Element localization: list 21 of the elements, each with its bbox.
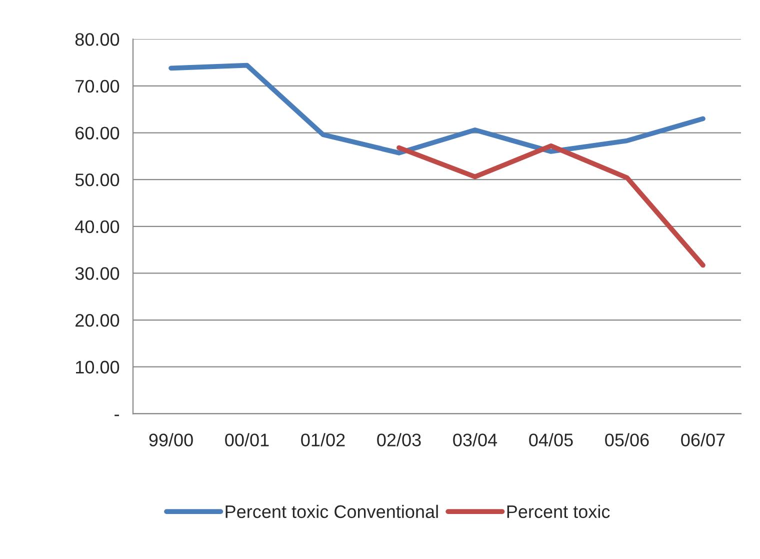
y-tick-label: 60.00: [76, 126, 120, 140]
x-tick-label: 99/00: [149, 433, 193, 446]
y-tick-label: 10.00: [76, 360, 120, 374]
legend-label: Percent toxic: [507, 504, 610, 518]
y-tick-label: 40.00: [75, 220, 120, 234]
y-tick-label: 80.00: [75, 33, 120, 46]
x-tick-label: 06/07: [681, 433, 725, 446]
y-tick-label: 50.00: [75, 174, 120, 186]
y-tick-label: 30.00: [75, 267, 120, 280]
legend-label: Percent toxic Conventional: [226, 504, 438, 518]
x-tick-label: 03/04: [453, 433, 498, 446]
x-tick-label: 02/03: [377, 433, 421, 446]
x-tick-label: 05/06: [605, 433, 649, 446]
y-tick-label: 20.00: [76, 314, 120, 327]
x-tick-label: 00/01: [225, 433, 269, 446]
line-series: [396, 143, 706, 268]
line-series: [168, 62, 706, 156]
x-tick-label: 01/02: [301, 433, 345, 446]
y-tick-label: 70.00: [76, 80, 120, 93]
y-tick-label: -: [114, 414, 120, 416]
x-tick-label: 04/05: [529, 433, 573, 446]
